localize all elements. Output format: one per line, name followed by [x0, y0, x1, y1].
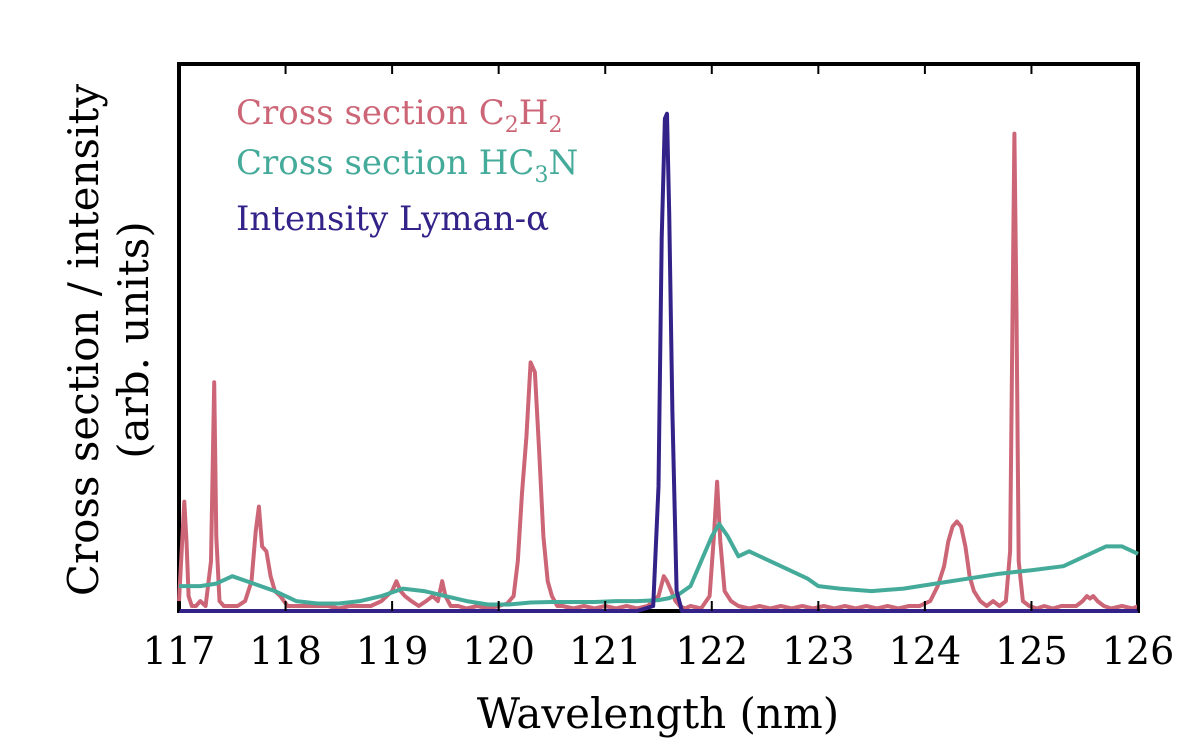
legend-text-part: 2: [505, 113, 519, 138]
legend-entry-2: Intensity Lyman-α: [236, 199, 549, 239]
legend-text-part: N: [548, 143, 578, 183]
legend-text-part: Intensity Lyman-α: [236, 199, 549, 239]
x-tick-label: 124: [889, 629, 962, 673]
legend-text-part: 2: [548, 113, 562, 138]
x-tick-label: 126: [1102, 629, 1175, 673]
x-tick-label: 120: [462, 629, 535, 673]
y-axis-label-line-1: Cross section / intensity: [59, 84, 108, 597]
series-line-1: [179, 522, 1139, 607]
legend-entry-0: Cross section C2H2: [236, 93, 562, 138]
y-axis-label-line-2: (arb. units): [109, 221, 158, 458]
x-axis-label: Wavelength (nm): [477, 689, 839, 738]
legend-text-part: Cross section HC: [236, 143, 534, 183]
series-layer: [177, 111, 1139, 613]
x-axis-ticks: 117 118 119 120 121 122 123 124 125 126: [143, 64, 1175, 673]
x-tick-label: 122: [676, 629, 749, 673]
series-line-2: [179, 111, 1138, 613]
x-tick-label: 119: [356, 629, 429, 673]
x-tick-label: 117: [143, 629, 216, 673]
x-tick-label: 125: [995, 629, 1068, 673]
x-tick-label: 118: [249, 629, 322, 673]
x-tick-label: 121: [569, 629, 642, 673]
legend-text-part: 3: [534, 163, 548, 188]
y-axis-label: Cross section / intensity (arb. units): [59, 84, 158, 597]
legend-entry-1: Cross section HC3N: [236, 143, 578, 188]
legend-text-part: Cross section C: [236, 93, 505, 133]
plot-frame: [177, 62, 1140, 613]
legend-text-part: H: [519, 93, 549, 133]
x-tick-label: 123: [782, 629, 855, 673]
